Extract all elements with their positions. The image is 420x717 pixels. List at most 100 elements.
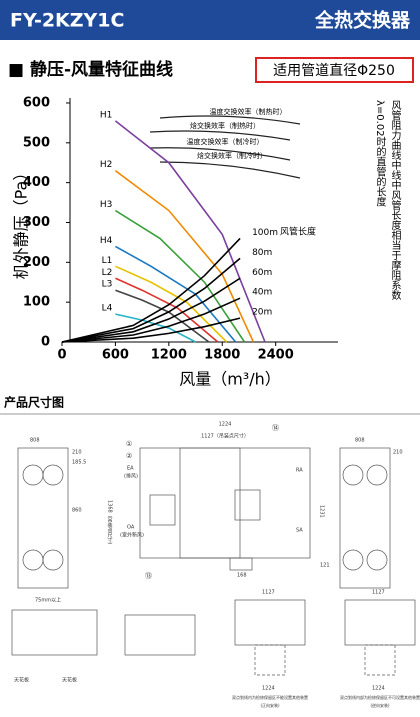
duct-box — [255, 57, 414, 83]
curve — [114, 209, 246, 343]
dim: RA — [296, 468, 303, 474]
curve-label: L1 — [102, 256, 113, 266]
note: (逆向安装) — [370, 702, 390, 708]
port — [42, 464, 64, 486]
dim: 808 — [355, 438, 365, 444]
model: FY-2KZY1C — [10, 10, 124, 32]
dim: EA — [127, 466, 134, 472]
note: 风管阻力曲线中线中风管长度相当于摩阻系数 — [389, 100, 401, 301]
note: 双点划线内为检修保留区不能设置其他装置 — [232, 694, 308, 700]
dim: 1127 — [262, 590, 275, 596]
plan-view — [344, 599, 416, 646]
callout: ⑬ — [145, 572, 152, 580]
curve-label: 20m — [252, 308, 272, 318]
dim: 1224 — [219, 422, 232, 428]
curve-label: H3 — [100, 200, 113, 210]
efficiency-label: 焓交换效率（制冷时） — [197, 151, 267, 160]
curve-label: H2 — [100, 160, 113, 170]
dim: 860 — [72, 508, 82, 514]
dim: OA — [127, 525, 135, 531]
curve-label: L4 — [102, 304, 113, 314]
efficiency-curve — [149, 130, 291, 141]
curve-label: L2 — [102, 268, 113, 278]
y-tick-label: 400 — [23, 175, 50, 190]
curve-label: 60m — [252, 268, 272, 278]
curve-label: 80m — [252, 248, 272, 258]
efficiency-label: 焓交换效率（制热时） — [190, 121, 260, 130]
service-area — [364, 644, 396, 676]
port — [366, 464, 388, 486]
x-tick-label: 2400 — [258, 348, 294, 363]
port — [342, 464, 364, 486]
note: λ=0.02时的直管的长度 — [374, 100, 386, 207]
curve-label: H1 — [100, 110, 113, 120]
dim: 1127 — [372, 590, 385, 596]
curve — [115, 265, 228, 343]
curve — [115, 289, 210, 343]
dim: 1127（吊装点尺寸） — [201, 433, 249, 440]
efficiency-curve — [149, 147, 291, 161]
dim: 1368（吊装点尺寸） — [107, 500, 113, 548]
dim: 185.5 — [72, 460, 86, 466]
efficiency-curve — [159, 161, 301, 179]
curve — [61, 297, 241, 343]
x-tick-label: 0 — [57, 348, 66, 363]
y-tick-label: 200 — [23, 255, 50, 270]
box — [229, 557, 253, 571]
drawings-title: 产品尺寸图 — [4, 395, 64, 410]
x-tick-label: 1200 — [151, 348, 187, 363]
fan — [149, 494, 176, 526]
y-tick-label: 600 — [23, 95, 50, 110]
dim: 808 — [30, 438, 40, 444]
dim: 天花板 — [14, 677, 29, 684]
callout: ① — [126, 440, 132, 448]
install-view — [124, 614, 196, 656]
dim: 1224 — [262, 686, 275, 692]
dim: 1224 — [372, 686, 385, 692]
y-tick-label: 100 — [23, 295, 50, 310]
x-axis-label: 风量（m³/h） — [179, 370, 281, 389]
dim: 1231 — [319, 505, 325, 518]
efficiency-label: 温度交换效率（制冷时） — [187, 137, 264, 146]
install-view — [11, 609, 98, 656]
curve — [61, 317, 241, 343]
curve — [115, 277, 219, 343]
curve — [61, 277, 241, 343]
header-bar — [0, 0, 420, 40]
curve-label: 100m — [252, 228, 278, 238]
curve — [114, 170, 255, 343]
curve-label: H4 — [100, 236, 113, 246]
drawings — [11, 447, 416, 676]
dimension-labels: 808 210 185.5 860 1224 1127（吊装点尺寸） EA (排… — [14, 422, 420, 709]
port — [366, 549, 388, 571]
efficiency-label: 温度交换效率（制热时） — [210, 107, 287, 116]
dim: 168 — [237, 573, 247, 579]
dim: 121 — [320, 563, 330, 569]
efficiency-bands — [149, 115, 301, 179]
port — [22, 464, 44, 486]
curve — [114, 120, 266, 343]
dim: 75mm以上 — [35, 597, 61, 604]
curve — [115, 245, 237, 343]
y-tick-label: 0 — [41, 335, 50, 350]
curve-label: L3 — [102, 280, 113, 290]
dim: (排风) — [124, 473, 138, 480]
main-view — [139, 447, 311, 559]
dim: 210 — [72, 450, 82, 456]
callout: ② — [126, 452, 132, 460]
service-area — [254, 644, 286, 676]
x-tick-label: 1800 — [204, 348, 240, 363]
note: (正向安装) — [260, 702, 280, 708]
core — [179, 447, 241, 559]
callout: ⑭ — [272, 424, 279, 432]
y-tick-label: 500 — [23, 135, 50, 150]
note: 双点划线内部为检修保留区不可设置其他装置 — [340, 694, 420, 700]
dim: SA — [296, 528, 303, 534]
section-title: ■ 静压-风量特征曲线 — [8, 59, 173, 80]
x-tick-label: 600 — [102, 348, 129, 363]
curve — [61, 237, 241, 343]
duct-size: 适用管道直径Φ250 — [273, 62, 395, 79]
fan — [234, 489, 261, 521]
port — [42, 549, 64, 571]
